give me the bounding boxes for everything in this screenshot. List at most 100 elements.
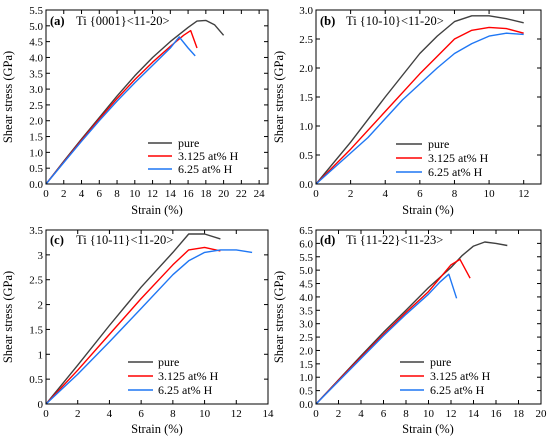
panel-a-tag: (a) <box>50 14 65 28</box>
ytick-label: 2.5 <box>299 34 313 46</box>
ytick-label: 2.0 <box>299 345 313 357</box>
ytick-label: 2 <box>38 300 44 312</box>
panel-a-legend-3125: 3.125 at% H <box>178 149 239 163</box>
xtick-label: 2 <box>61 188 67 200</box>
series-line-625-h <box>45 249 253 405</box>
ytick-label: 3.0 <box>299 319 313 331</box>
series-line-3125-h <box>45 29 198 185</box>
xtick-label: 14 <box>263 408 275 420</box>
panel-a: 0 2 4 6 8 10 12 14 16 18 20 22 240.00.51.01.52.02.53… <box>1 5 269 217</box>
xtick-label: 6 <box>381 408 387 420</box>
xtick-label: 4 <box>358 408 364 420</box>
series-line-3125-h <box>315 26 524 185</box>
ytick-label: 5.0 <box>29 21 43 33</box>
panel-b-legend-625: 6.25 at% H <box>428 165 483 179</box>
panel-c: 0 2 4 6 8 10 12 14 0 0.5 1 1.5 2 2.5 3 3.5 (c) Ti {10-1… <box>1 225 274 436</box>
panel-a-axes: 0 2 4 6 8 10 12 14 16 18 20 22 240.00.51.01.52.02.53… <box>29 5 268 200</box>
ytick-label: 1.0 <box>299 372 313 384</box>
panel-c-frame <box>45 229 269 405</box>
panel-b-ylabel: Shear stress (GPa) <box>272 51 286 143</box>
panel-c-legend-625: 6.25 at% H <box>158 383 213 397</box>
xtick-label: 2 <box>336 408 342 420</box>
ytick-label: 5.5 <box>29 5 43 17</box>
panel-c-legend-pure: pure <box>158 355 179 369</box>
xtick-label: 20 <box>218 188 230 200</box>
ytick-label: 1.0 <box>299 121 313 133</box>
panel-a-ylabel: Shear stress (GPa) <box>1 51 15 143</box>
xtick-label: 12 <box>231 408 242 420</box>
ytick-label: 4.0 <box>299 292 313 304</box>
xtick-label: 10 <box>129 188 141 200</box>
ytick-label: 1 <box>38 349 44 361</box>
xtick-label: 10 <box>423 408 435 420</box>
xtick-label: 0 <box>313 188 319 200</box>
panel-b-series <box>315 15 524 185</box>
xtick-label: 0 <box>43 188 49 200</box>
panel-d-axes: 0 2 4 6 8 10 12 14 16 18 20 0.00.5 1.01.5 2.02.53.0 3.… <box>299 225 547 420</box>
ytick-label: 4.5 <box>29 37 43 49</box>
series-line-625-h <box>315 273 458 405</box>
ytick-label: 3.0 <box>299 5 313 17</box>
xtick-label: 2 <box>348 188 354 200</box>
ytick-label: 1.5 <box>29 132 43 144</box>
panel-a-series <box>45 19 225 185</box>
panel-d-series <box>315 241 508 405</box>
xtick-label: 6 <box>417 188 423 200</box>
xtick-label: 24 <box>254 188 266 200</box>
xtick-label: 0 <box>43 408 49 420</box>
series-line-625-h <box>45 36 196 185</box>
ytick-label: 2.0 <box>29 116 43 128</box>
panel-b-xlabel: Strain (%) <box>402 203 454 217</box>
panel-d-legend-3125: 3.125 at% H <box>430 369 491 383</box>
panel-a-legend: pure 3.125 at% H 6.25 at% H <box>148 136 239 176</box>
xtick-label: 18 <box>200 188 212 200</box>
xtick-label: 16 <box>491 408 503 420</box>
ytick-label: 0.0 <box>299 179 313 191</box>
ytick-label: 0.5 <box>299 150 313 162</box>
panel-a-xlabel: Strain (%) <box>131 203 183 217</box>
ytick-label: 6.0 <box>299 238 313 250</box>
series-line-pure <box>45 19 225 185</box>
panel-b-tag: (b) <box>320 14 335 28</box>
ytick-label: 0 <box>38 399 44 411</box>
ytick-label: 1.5 <box>299 92 313 104</box>
xtick-label: 8 <box>114 188 120 200</box>
panel-c-ylabel: Shear stress (GPa) <box>1 271 15 363</box>
series-line-3125-h <box>315 258 471 405</box>
panel-c-series <box>45 233 253 405</box>
panel-c-legend-3125: 3.125 at% H <box>158 369 219 383</box>
ytick-label: 0.0 <box>299 399 313 411</box>
ytick-label: 2.5 <box>29 275 43 287</box>
panel-d-legend-pure: pure <box>430 355 451 369</box>
ytick-label: 1.5 <box>299 359 313 371</box>
panel-b-legend-3125: 3.125 at% H <box>428 151 489 165</box>
panel-b-title: Ti {10-10}<11-20> <box>346 14 444 28</box>
panel-d-legend-625: 6.25 at% H <box>430 383 485 397</box>
series-line-3125-h <box>45 246 221 405</box>
ytick-label: 3 <box>38 250 44 262</box>
ytick-label: 1.5 <box>29 324 43 336</box>
series-line-pure <box>45 233 221 405</box>
xtick-label: 12 <box>518 188 529 200</box>
panel-b-legend: pure 3.125 at% H 6.25 at% H <box>396 137 489 179</box>
panel-c-axes: 0 2 4 6 8 10 12 14 0 0.5 1 1.5 2 2.5 3 3.5 <box>29 225 274 420</box>
ytick-label: 5.0 <box>299 265 313 277</box>
ytick-label: 1.0 <box>29 147 43 159</box>
series-line-625-h <box>315 32 524 185</box>
panel-c-title: Ti {10-11}<11-20> <box>76 233 173 247</box>
ytick-label: 0.0 <box>29 179 43 191</box>
panel-b: 0 2 4 6 8 10 12 0.0 0.5 1.0 1.5 2.0 2.5 3.0 (b) Ti {1… <box>272 5 542 217</box>
panel-c-xlabel: Strain (%) <box>131 422 183 436</box>
xtick-label: 14 <box>468 408 480 420</box>
panel-b-frame <box>315 9 542 185</box>
ytick-label: 2.5 <box>29 100 43 112</box>
panel-a-frame <box>45 9 269 185</box>
xtick-label: 8 <box>452 188 458 200</box>
ytick-label: 2.0 <box>299 63 313 75</box>
series-line-pure <box>315 15 524 185</box>
panel-a-legend-625: 6.25 at% H <box>178 162 233 176</box>
panel-c-legend: pure 3.125 at% H 6.25 at% H <box>128 355 219 397</box>
xtick-label: 4 <box>382 188 388 200</box>
ytick-label: 2.5 <box>299 332 313 344</box>
